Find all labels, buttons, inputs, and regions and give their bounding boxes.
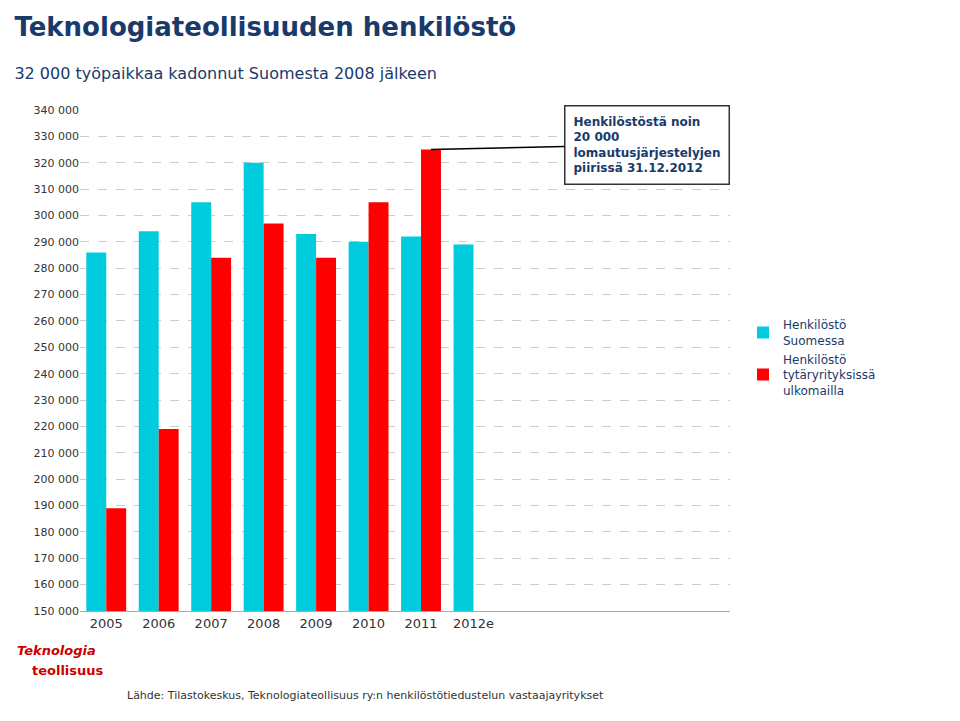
svg-text:Henkilöstöstä noin20 000lomaut: Henkilöstöstä noin20 000lomautusjärjeste…: [574, 115, 721, 176]
svg-text:Teknologiateollisuuden henkilö: Teknologiateollisuuden henkilöstö: [14, 12, 516, 42]
svg-text:190 000: 190 000: [34, 499, 80, 512]
svg-text:2011: 2011: [404, 616, 437, 631]
svg-text:330 000: 330 000: [34, 130, 80, 143]
svg-text:HenkilöstöSuomessa: HenkilöstöSuomessa: [783, 318, 846, 348]
svg-text:290 000: 290 000: [34, 236, 80, 249]
svg-text:240 000: 240 000: [34, 368, 80, 381]
svg-text:250 000: 250 000: [34, 341, 80, 354]
svg-text:2007: 2007: [195, 616, 228, 631]
svg-text:280 000: 280 000: [34, 262, 80, 275]
svg-text:Teknologia: Teknologia: [17, 643, 96, 658]
svg-text:2008: 2008: [247, 616, 280, 631]
svg-text:180 000: 180 000: [34, 526, 80, 539]
svg-text:150 000: 150 000: [34, 605, 80, 618]
svg-text:2005: 2005: [90, 616, 123, 631]
svg-text:230 000: 230 000: [34, 394, 80, 407]
svg-text:310 000: 310 000: [34, 183, 80, 196]
svg-text:Henkilöstötytäryrityksissäulko: Henkilöstötytäryrityksissäulkomailla: [783, 353, 875, 398]
svg-text:170 000: 170 000: [34, 552, 80, 565]
svg-text:260 000: 260 000: [34, 315, 80, 328]
svg-text:320 000: 320 000: [34, 157, 80, 170]
svg-text:32 000 työpaikkaa kadonnut Suo: 32 000 työpaikkaa kadonnut Suomesta 2008…: [14, 64, 437, 83]
svg-text:210 000: 210 000: [34, 447, 80, 460]
svg-text:200 000: 200 000: [34, 473, 80, 486]
svg-text:2009: 2009: [300, 616, 333, 631]
svg-text:340 000: 340 000: [34, 104, 80, 117]
svg-text:teollisuus: teollisuus: [32, 663, 104, 678]
svg-text:300 000: 300 000: [34, 209, 80, 222]
svg-text:220 000: 220 000: [34, 420, 80, 433]
svg-text:270 000: 270 000: [34, 288, 80, 301]
svg-text:2012e: 2012e: [453, 616, 494, 631]
svg-text:2006: 2006: [142, 616, 175, 631]
svg-text:2010: 2010: [352, 616, 385, 631]
svg-text:Lähde: Tilastokeskus, Teknolog: Lähde: Tilastokeskus, Teknologiateollisu…: [127, 689, 604, 702]
svg-text:160 000: 160 000: [34, 578, 80, 591]
